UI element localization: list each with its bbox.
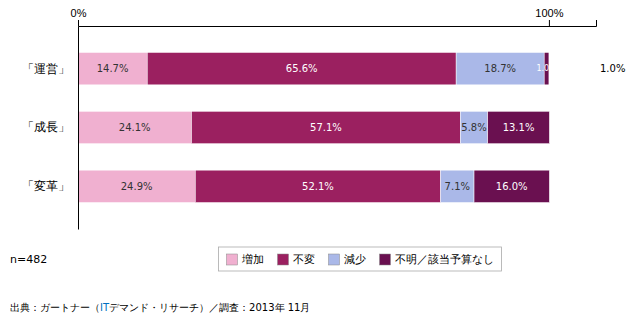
legend-label: 不明／該当予算なし	[395, 253, 494, 266]
data-label: 7.1%	[445, 181, 470, 192]
source: 出典：ガートナー（ITデマンド・リサーチ）／調査：2013年 11月	[10, 302, 310, 313]
bar	[78, 52, 147, 84]
note: n=482	[10, 253, 47, 266]
y-tick: 「変革」	[22, 179, 70, 193]
legend-item: 減少	[329, 253, 366, 266]
legend-swatch	[227, 254, 238, 265]
plot: 14.7% 24.1% 24.9% 65.6% 57.1% 52.1% 18.7% 5.8% 7…	[22, 7, 625, 230]
source-part: デマンド・リサーチ）／調査：2013年 11月	[109, 302, 310, 313]
y-tick-label: 「変革」	[22, 179, 70, 193]
chart: 14.7% 24.1% 24.9% 65.6% 57.1% 52.1% 18.7% 5.8% 7…	[0, 0, 640, 321]
legend-swatch	[380, 254, 391, 265]
bar	[195, 170, 440, 202]
legend-swatch	[278, 254, 289, 265]
x-axis: 0% 100%	[71, 7, 597, 27]
bar	[147, 52, 456, 84]
bar	[191, 111, 460, 143]
x-tick-mark	[549, 20, 550, 26]
data-label: 16.0%	[496, 181, 528, 192]
data-label: 14.7%	[97, 63, 129, 74]
legend-label: 増加	[241, 253, 264, 266]
data-labels: 14.7% 24.1% 24.9% 65.6% 57.1% 52.1% 18.7% 5.8% 7…	[97, 63, 557, 192]
data-label: 18.7%	[484, 63, 516, 74]
y-axis: 「運営」「成長」「変革」	[22, 27, 79, 230]
legend-swatch	[329, 254, 340, 265]
legend-item: 不明／該当予算なし	[380, 253, 494, 266]
data-label: 57.1%	[310, 122, 342, 133]
data-label: 24.9%	[121, 181, 153, 192]
x-tick-label: 0%	[71, 7, 87, 19]
bar	[474, 170, 549, 202]
legend-item: 不変	[278, 253, 315, 266]
bar	[488, 111, 550, 143]
data-label: 5.8%	[461, 122, 486, 133]
y-tick-label: 「運営」	[22, 61, 70, 75]
bar	[456, 52, 544, 84]
bars	[78, 52, 549, 202]
annotations: 1.0%	[600, 63, 625, 74]
annotation: 1.0%	[600, 63, 625, 74]
data-label: 52.1%	[302, 181, 334, 192]
series	[147, 52, 460, 202]
x-tick: 0%	[71, 7, 87, 26]
data-label: 13.1%	[503, 122, 535, 133]
legend-frame	[219, 247, 502, 271]
y-tick: 「運営」	[22, 61, 70, 75]
x-axis-line	[79, 20, 597, 27]
x-tick: 100%	[535, 7, 563, 26]
legend-label: 不変	[293, 253, 315, 266]
x-tick-label: 100%	[535, 7, 563, 19]
y-tick: 「成長」	[22, 120, 70, 134]
legend: 増加 不変 減少 不明／該当予算なし	[219, 247, 502, 271]
data-label: 24.1%	[119, 122, 151, 133]
legend-item: 増加	[227, 253, 264, 266]
bar	[78, 170, 195, 202]
bar	[78, 111, 191, 143]
bar	[460, 111, 487, 143]
data-label: 65.6%	[286, 63, 318, 74]
data-label: 1.0%	[536, 64, 557, 73]
legend-label: 減少	[344, 253, 366, 266]
source-part: 出典：ガートナー（	[10, 302, 100, 313]
x-tick-mark	[78, 20, 79, 26]
y-tick-label: 「成長」	[22, 120, 70, 134]
bar	[441, 170, 474, 202]
y-axis-line	[78, 27, 79, 230]
